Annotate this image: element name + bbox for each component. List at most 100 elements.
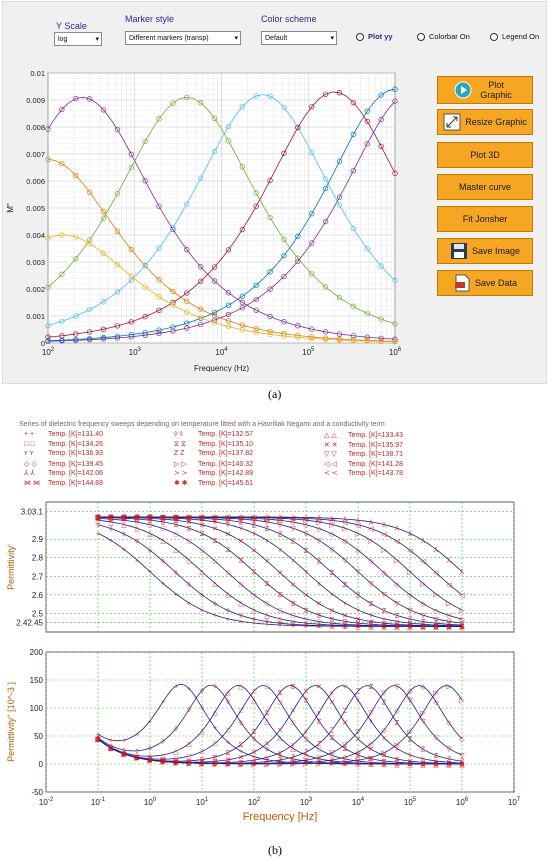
data-point bbox=[100, 334, 107, 341]
data-marker: ⅄ bbox=[199, 513, 205, 521]
data-marker: Z bbox=[317, 559, 322, 566]
data-marker: ⅄ bbox=[420, 537, 426, 545]
data-marker: + bbox=[265, 622, 269, 629]
legend-item: ▷ ▷ Temp. [K]=140.32 bbox=[174, 460, 253, 468]
data-point bbox=[100, 250, 107, 256]
data-marker: □ bbox=[278, 699, 283, 706]
data-marker: ◇ bbox=[420, 601, 426, 608]
data-marker: ▷ bbox=[251, 761, 257, 768]
data-marker: ◊ bbox=[434, 761, 438, 768]
fit-jonsher-button[interactable]: Fit Jonsher bbox=[437, 206, 533, 232]
data-marker: ▽ bbox=[251, 518, 257, 525]
legend-radio[interactable]: Legend On bbox=[490, 32, 539, 41]
data-marker: ◁ bbox=[225, 514, 231, 521]
data-marker: + bbox=[460, 624, 464, 631]
data-point bbox=[253, 329, 259, 335]
data-marker: △ bbox=[446, 761, 452, 768]
data-marker: □ bbox=[226, 570, 231, 577]
data-marker: ◁ bbox=[121, 514, 127, 521]
data-marker: △ bbox=[368, 761, 374, 768]
data-marker: ʏ bbox=[304, 729, 308, 736]
data-marker: Z bbox=[330, 570, 335, 577]
data-point bbox=[253, 203, 259, 209]
data-point bbox=[100, 215, 107, 221]
data-marker: ◊ bbox=[304, 759, 308, 766]
legend-marker-icon: ≻ ≻ bbox=[174, 470, 188, 478]
data-marker: ʏ bbox=[161, 515, 165, 522]
color-scheme-select[interactable]: Default ▾ bbox=[261, 31, 337, 45]
floppy-disk-icon bbox=[450, 243, 467, 259]
data-marker: ◇ bbox=[368, 559, 374, 566]
data-marker: △ bbox=[160, 752, 166, 759]
data-marker: ʏ bbox=[460, 623, 464, 630]
data-marker: △ bbox=[225, 591, 231, 598]
colorbar-radio[interactable]: Colorbar On bbox=[417, 32, 470, 41]
data-marker: □ bbox=[356, 759, 361, 766]
data-marker: □ bbox=[369, 760, 374, 767]
data-point bbox=[45, 334, 51, 340]
legend-label: Temp. [K]=144.68 bbox=[48, 480, 104, 487]
data-marker: ⅄ bbox=[342, 516, 348, 524]
plot-graphic-button[interactable]: Plot Graphic bbox=[437, 76, 533, 104]
data-marker: □ bbox=[304, 736, 309, 743]
data-marker: ▽ bbox=[459, 752, 465, 759]
save-image-button[interactable]: Save Image bbox=[437, 238, 533, 264]
data-point bbox=[86, 335, 93, 342]
data-marker: ▷ bbox=[264, 761, 270, 768]
data-marker: ʏ bbox=[304, 569, 308, 576]
data-point bbox=[128, 331, 134, 338]
data-marker: ◊ bbox=[304, 623, 308, 630]
data-marker: + bbox=[226, 740, 230, 747]
data-marker: □ bbox=[148, 522, 153, 529]
legend-item: ▽ ▽ Temp. [K]=138.71 bbox=[324, 450, 403, 458]
data-marker: ◇ bbox=[277, 518, 283, 525]
data-marker: + bbox=[356, 624, 360, 631]
y-scale-select[interactable]: log ▾ bbox=[54, 32, 102, 46]
data-marker: ʏ bbox=[447, 623, 451, 630]
data-marker: ◁ bbox=[95, 514, 101, 521]
data-point bbox=[239, 327, 245, 333]
data-marker: ⧖ bbox=[343, 619, 348, 626]
data-point bbox=[336, 158, 343, 164]
data-marker: ▽ bbox=[407, 607, 413, 614]
x-tick-label: 102 bbox=[248, 797, 261, 807]
plot-graphic-label: Plot Graphic bbox=[480, 80, 512, 100]
data-marker: ⧖ bbox=[265, 581, 270, 588]
data-marker: □ bbox=[382, 761, 387, 768]
x-tick-label: 104 bbox=[215, 347, 228, 357]
legend-marker-icon: △ △ bbox=[324, 432, 337, 439]
data-marker: □ bbox=[330, 753, 335, 760]
resize-graphic-button[interactable]: Resize Graphic bbox=[437, 109, 533, 135]
data-marker: ◁ bbox=[459, 592, 465, 599]
data-marker: ▽ bbox=[225, 761, 231, 768]
data-marker: ◊ bbox=[200, 688, 204, 695]
modulus-chart: 0 0.001 0.002 0.003 0.004 0.005 0.006 0.007 0.00… bbox=[6, 69, 402, 372]
data-marker: ʏ bbox=[343, 600, 347, 607]
data-marker: + bbox=[200, 607, 204, 614]
y-tick-label: 200 bbox=[30, 648, 44, 657]
data-marker: ▷ bbox=[342, 759, 348, 766]
data-marker: △ bbox=[316, 756, 322, 763]
y-tick-label: 0.005 bbox=[26, 204, 45, 213]
save-data-label: Save Data bbox=[474, 278, 518, 288]
data-marker: △ bbox=[303, 621, 309, 628]
marker-style-select[interactable]: Different markers (transp) ▾ bbox=[125, 31, 241, 45]
data-marker: □ bbox=[434, 761, 439, 768]
save-data-button[interactable]: Save Data bbox=[437, 270, 533, 296]
plot-yy-radio[interactable]: Plot yy bbox=[356, 32, 393, 41]
data-marker: Z bbox=[278, 757, 283, 764]
data-marker: □ bbox=[174, 531, 179, 538]
data-point bbox=[45, 156, 51, 163]
data-marker: ◁ bbox=[186, 514, 192, 521]
data-marker: ◁ bbox=[134, 514, 140, 521]
data-marker: ⧖ bbox=[330, 616, 335, 623]
data-marker: Z bbox=[174, 515, 179, 522]
data-marker: ◊ bbox=[161, 559, 165, 566]
data-marker: ▽ bbox=[316, 755, 322, 762]
master-curve-button[interactable]: Master curve bbox=[437, 174, 533, 200]
plot-3d-button[interactable]: Plot 3D bbox=[437, 142, 533, 168]
data-marker: ⧖ bbox=[135, 755, 140, 762]
data-point bbox=[73, 331, 79, 337]
data-marker: ▷ bbox=[147, 514, 153, 521]
data-marker: ◇ bbox=[316, 526, 322, 533]
